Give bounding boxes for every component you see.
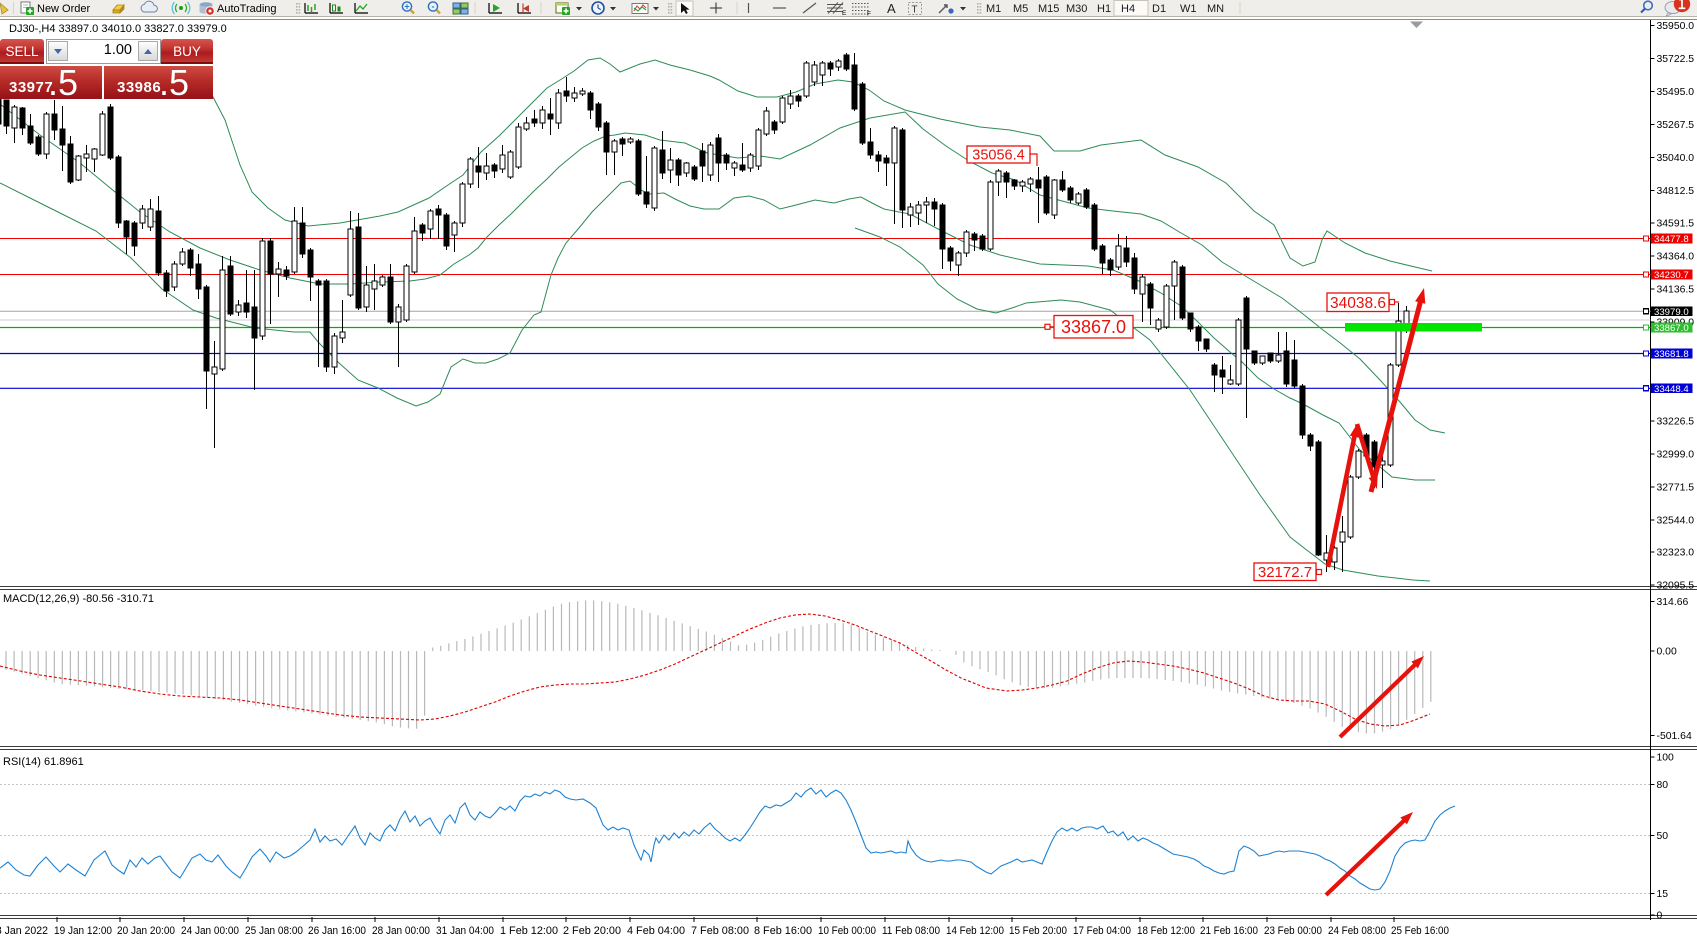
svg-text:F: F [867, 11, 871, 18]
svg-text:DJ30-,H4 33897.0 34010.0 3382: DJ30-,H4 33897.0 34010.0 33827.0 33979.0 [9, 23, 227, 35]
svg-text:7 Feb 08:00: 7 Feb 08:00 [691, 925, 749, 937]
svg-text:W1: W1 [1180, 3, 1197, 15]
svg-text:34038.6: 34038.6 [1330, 295, 1386, 312]
svg-text:35040.0: 35040.0 [1657, 153, 1695, 164]
svg-text:33681.8: 33681.8 [1654, 349, 1689, 360]
svg-text:M30: M30 [1066, 3, 1087, 15]
svg-text:D1: D1 [1152, 3, 1166, 15]
svg-text:32172.7: 32172.7 [1258, 564, 1312, 581]
svg-text:1 Feb 12:00: 1 Feb 12:00 [500, 925, 558, 937]
svg-text:17 Feb 04:00: 17 Feb 04:00 [1073, 925, 1131, 937]
svg-text:H1: H1 [1097, 3, 1111, 15]
svg-text:32999.0: 32999.0 [1657, 449, 1695, 460]
svg-text:34591.5: 34591.5 [1657, 218, 1695, 229]
svg-text:34136.5: 34136.5 [1657, 284, 1695, 295]
svg-text:28 Jan 00:00: 28 Jan 00:00 [372, 925, 430, 937]
svg-text:35495.0: 35495.0 [1657, 87, 1695, 98]
svg-text:14 Feb 12:00: 14 Feb 12:00 [946, 925, 1004, 937]
svg-text:32323.0: 32323.0 [1657, 548, 1695, 559]
svg-text:24 Feb 08:00: 24 Feb 08:00 [1328, 925, 1386, 937]
svg-text:MACD(12,26,9) -80.56 -310.71: MACD(12,26,9) -80.56 -310.71 [3, 593, 154, 605]
svg-text:New Order: New Order [37, 3, 91, 15]
svg-text:M5: M5 [1013, 3, 1028, 15]
svg-text:M1: M1 [986, 3, 1001, 15]
svg-text:21 Feb 16:00: 21 Feb 16:00 [1200, 925, 1258, 937]
svg-text:33448.4: 33448.4 [1654, 384, 1689, 395]
svg-text:33867.0: 33867.0 [1061, 317, 1126, 337]
svg-text:4 Feb 04:00: 4 Feb 04:00 [627, 925, 685, 937]
svg-text:34477.8: 34477.8 [1654, 234, 1689, 245]
svg-text:M15: M15 [1038, 3, 1059, 15]
svg-text:35950.0: 35950.0 [1657, 21, 1695, 32]
svg-text:MN: MN [1207, 3, 1224, 15]
svg-text:26 Jan 16:00: 26 Jan 16:00 [308, 925, 366, 937]
svg-text:H4: H4 [1121, 3, 1135, 15]
svg-text:23 Feb 00:00: 23 Feb 00:00 [1264, 925, 1322, 937]
svg-text:T: T [912, 5, 918, 16]
svg-text:15: 15 [1657, 889, 1669, 900]
svg-text:32544.0: 32544.0 [1657, 516, 1695, 527]
svg-text:18 Jan 2022: 18 Jan 2022 [0, 925, 48, 937]
svg-text:80: 80 [1657, 780, 1669, 791]
svg-text:24 Jan 00:00: 24 Jan 00:00 [181, 925, 239, 937]
svg-text:33226.5: 33226.5 [1657, 416, 1695, 427]
svg-text:34812.5: 34812.5 [1657, 186, 1695, 197]
svg-text:10 Feb 00:00: 10 Feb 00:00 [818, 925, 876, 937]
svg-text:20 Jan 20:00: 20 Jan 20:00 [117, 925, 175, 937]
svg-text:RSI(14) 61.8961: RSI(14) 61.8961 [3, 756, 84, 768]
svg-text:32095.5: 32095.5 [1657, 581, 1695, 592]
svg-text:19 Jan 12:00: 19 Jan 12:00 [54, 925, 112, 937]
svg-text:+: + [404, 2, 409, 12]
svg-text:-501.64: -501.64 [1657, 731, 1692, 742]
svg-text:34230.7: 34230.7 [1654, 270, 1689, 281]
svg-text:35722.5: 35722.5 [1657, 54, 1695, 65]
svg-text:0: 0 [1657, 911, 1663, 922]
svg-text:0.00: 0.00 [1657, 647, 1677, 658]
svg-text:25 Jan 08:00: 25 Jan 08:00 [245, 925, 303, 937]
svg-text:100: 100 [1657, 753, 1675, 764]
svg-text:8 Feb 16:00: 8 Feb 16:00 [754, 925, 812, 937]
svg-text:-: - [432, 2, 435, 12]
svg-text:25 Feb 16:00: 25 Feb 16:00 [1391, 925, 1449, 937]
svg-text:34364.0: 34364.0 [1657, 251, 1695, 262]
svg-text:15 Feb 20:00: 15 Feb 20:00 [1009, 925, 1067, 937]
svg-text:E: E [842, 10, 847, 17]
svg-text:11 Feb 08:00: 11 Feb 08:00 [882, 925, 940, 937]
svg-text:314.66: 314.66 [1657, 597, 1689, 608]
svg-text:33867.0: 33867.0 [1654, 323, 1689, 334]
svg-text:18 Feb 12:00: 18 Feb 12:00 [1137, 925, 1195, 937]
svg-text:AutoTrading: AutoTrading [217, 3, 277, 15]
svg-text:31 Jan 04:00: 31 Jan 04:00 [436, 925, 494, 937]
svg-text:A: A [887, 1, 896, 16]
svg-text:35267.5: 35267.5 [1657, 120, 1695, 131]
svg-text:32771.5: 32771.5 [1657, 483, 1695, 494]
svg-text:2 Feb 20:00: 2 Feb 20:00 [563, 925, 621, 937]
svg-text:50: 50 [1657, 831, 1669, 842]
svg-text:33979.0: 33979.0 [1654, 307, 1689, 318]
svg-text:35056.4: 35056.4 [972, 148, 1024, 164]
